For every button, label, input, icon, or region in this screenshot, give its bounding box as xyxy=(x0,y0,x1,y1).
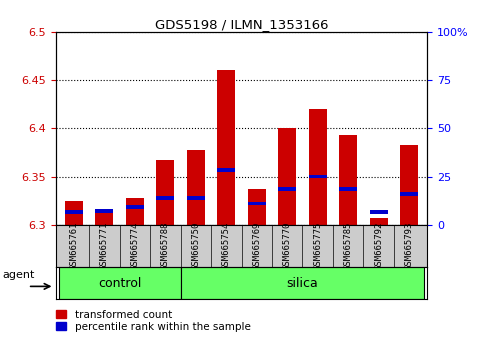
Text: GSM665750: GSM665750 xyxy=(191,222,200,270)
Text: GSM665771: GSM665771 xyxy=(100,222,109,270)
Bar xyxy=(339,135,357,225)
Bar xyxy=(278,187,297,191)
Text: agent: agent xyxy=(3,270,35,280)
Text: GSM665761: GSM665761 xyxy=(70,222,78,270)
Bar xyxy=(400,192,418,196)
Text: silica: silica xyxy=(286,277,318,290)
Bar xyxy=(126,198,144,225)
Text: GSM665774: GSM665774 xyxy=(130,222,139,270)
Text: GSM665770: GSM665770 xyxy=(283,222,292,270)
Bar xyxy=(95,210,114,225)
Text: GSM665792: GSM665792 xyxy=(374,222,383,270)
Bar xyxy=(156,160,174,225)
Bar xyxy=(217,70,235,225)
Text: GSM665788: GSM665788 xyxy=(161,222,170,270)
Bar xyxy=(248,189,266,225)
Bar xyxy=(369,210,388,214)
Bar xyxy=(339,187,357,191)
Bar xyxy=(126,206,144,209)
Bar xyxy=(181,267,425,299)
Bar xyxy=(369,218,388,225)
Text: GSM665769: GSM665769 xyxy=(252,222,261,270)
Bar xyxy=(156,196,174,200)
Text: GSM665785: GSM665785 xyxy=(344,222,353,270)
Legend: transformed count, percentile rank within the sample: transformed count, percentile rank withi… xyxy=(56,310,251,332)
Text: GSM665793: GSM665793 xyxy=(405,222,413,270)
Bar xyxy=(58,267,181,299)
Text: GSM665775: GSM665775 xyxy=(313,222,322,270)
Bar xyxy=(186,149,205,225)
Text: GSM665754: GSM665754 xyxy=(222,222,231,270)
Bar xyxy=(217,168,235,172)
Bar xyxy=(309,175,327,178)
Bar xyxy=(278,128,297,225)
Bar xyxy=(400,145,418,225)
Bar xyxy=(186,196,205,200)
Title: GDS5198 / ILMN_1353166: GDS5198 / ILMN_1353166 xyxy=(155,18,328,31)
Bar xyxy=(65,201,83,225)
Bar xyxy=(65,210,83,214)
Bar xyxy=(95,209,114,213)
Bar xyxy=(309,109,327,225)
Text: control: control xyxy=(98,277,141,290)
Bar xyxy=(248,202,266,205)
